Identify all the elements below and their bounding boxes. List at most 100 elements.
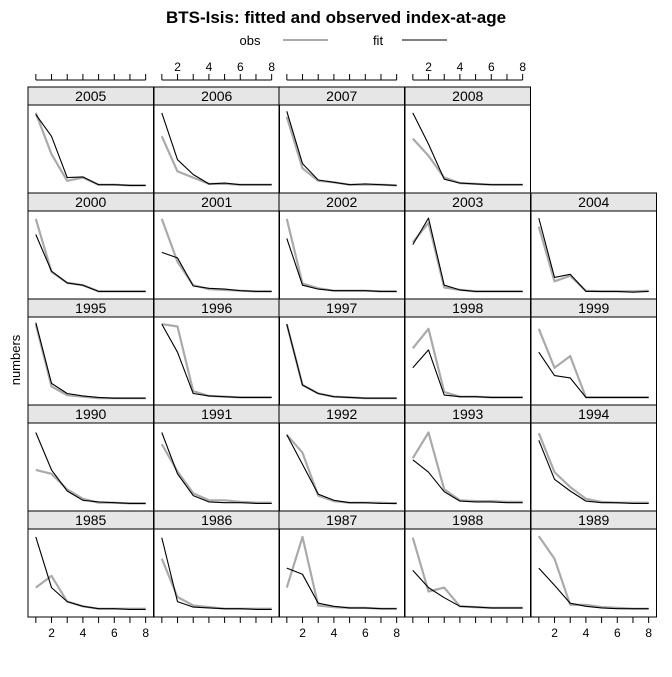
x-axis: 2 4 6 8 (35, 616, 149, 640)
panel-year-label: 2006 (201, 88, 232, 104)
series-obs-line (285, 434, 397, 505)
panel-2007: 2007 (278, 86, 405, 194)
series-obs-line (411, 431, 523, 503)
panel-1987: 1987 (278, 510, 405, 618)
x-tick-label: 4 (206, 60, 213, 74)
x-tick-label: 8 (519, 60, 526, 74)
x-tick-label: 2 (299, 626, 306, 640)
x-axis (412, 616, 524, 623)
series-obs-line (537, 226, 649, 293)
series-obs-line (160, 443, 272, 504)
x-tick-label: 6 (237, 60, 244, 74)
panel-1985: 1985 (27, 510, 154, 618)
series-obs-line (161, 323, 272, 399)
x-tick-label: 4 (457, 60, 464, 74)
series-fit-line (286, 238, 397, 292)
panel-year-label: 2000 (75, 194, 106, 210)
series-fit-line (35, 322, 146, 399)
x-tick-label: 4 (80, 626, 87, 640)
panel-year-label: 1999 (578, 300, 609, 316)
panel-1994: 1994 (530, 404, 657, 512)
panel-year-label: 2003 (452, 194, 483, 210)
panel-year-label: 1989 (578, 512, 609, 528)
series-fit-line (35, 114, 146, 186)
panel-2001: 2001 (153, 192, 280, 300)
series-fit-line (286, 323, 397, 399)
panel-year-label: 1987 (326, 512, 357, 528)
panel-year-label: 1985 (75, 512, 106, 528)
panel-1990: 1990 (27, 404, 154, 512)
panel-year-label: 2007 (326, 88, 357, 104)
x-axis: 2 4 6 8 (161, 60, 275, 81)
series-fit-line (412, 349, 523, 398)
panel-grid: 2005 2006 2007 2008 2000 2001 2002 2003 2004 1995… (27, 60, 657, 640)
series-obs-line (285, 218, 397, 293)
x-tick-label: 6 (614, 626, 621, 640)
x-tick-label: 2 (174, 60, 181, 74)
panel-year-label: 2001 (201, 194, 232, 210)
panel-year-label: 1994 (578, 406, 609, 422)
series-fit-line (286, 111, 397, 186)
panel-year-label: 1996 (201, 300, 232, 316)
panel-1997: 1997 (278, 298, 405, 406)
series-obs-line (160, 558, 272, 610)
panel-year-label: 1990 (75, 406, 106, 422)
chart-title: BTS-Isis: fitted and observed index-at-a… (166, 8, 506, 27)
x-tick-label: 8 (393, 626, 400, 640)
legend-fit-label: fit (373, 33, 384, 48)
series-fit-line (161, 112, 272, 186)
series-fit-line (161, 537, 272, 610)
series-obs-line (35, 468, 146, 505)
panel-1986: 1986 (153, 510, 280, 618)
panel-year-label: 1992 (326, 406, 357, 422)
x-tick-label: 6 (488, 60, 495, 74)
series-fit-line (161, 432, 272, 504)
series-obs-line (537, 328, 649, 399)
series-fit-line (35, 536, 146, 610)
panel-2008: 2008 (404, 86, 531, 194)
series-fit-line (538, 351, 649, 398)
series-obs-line (285, 323, 397, 400)
panel-year-label: 1993 (452, 406, 483, 422)
x-axis (161, 616, 273, 623)
panel-2005: 2005 (27, 86, 154, 194)
panel-2006: 2006 (153, 86, 280, 194)
panel-1991: 1991 (153, 404, 280, 512)
panel-year-label: 2005 (75, 88, 106, 104)
x-tick-label: 8 (142, 626, 149, 640)
series-fit-line (286, 434, 397, 504)
x-axis (286, 74, 398, 81)
panel-1996: 1996 (153, 298, 280, 406)
series-obs-line (285, 116, 397, 187)
x-tick-label: 2 (48, 626, 55, 640)
panel-year-label: 1995 (75, 300, 106, 316)
x-tick-label: 6 (111, 626, 118, 640)
panel-2003: 2003 (404, 192, 531, 300)
x-tick-label: 2 (425, 60, 432, 74)
series-obs-line (537, 535, 649, 610)
panel-1993: 1993 (404, 404, 531, 512)
series-fit-line (538, 217, 649, 293)
series-fit-line (35, 234, 146, 292)
panel-year-label: 1988 (452, 512, 483, 528)
x-tick-label: 8 (268, 60, 275, 74)
panel-2004: 2004 (530, 192, 657, 300)
panel-year-label: 1997 (326, 300, 357, 316)
series-obs-line (411, 537, 523, 610)
x-tick-label: 2 (551, 626, 558, 640)
x-axis: 2 4 6 8 (538, 616, 652, 640)
legend-obs-label: obs (240, 33, 261, 48)
x-tick-label: 6 (362, 626, 369, 640)
panel-year-label: 1998 (452, 300, 483, 316)
x-axis (35, 74, 147, 81)
y-axis-label: numbers (8, 334, 23, 385)
series-obs-line (34, 112, 146, 187)
x-tick-label: 8 (645, 626, 652, 640)
series-fit-line (538, 440, 649, 504)
series-obs-line (160, 218, 272, 293)
x-axis: 2 4 6 8 (412, 60, 526, 81)
panel-1988: 1988 (404, 510, 531, 618)
series-fit-line (538, 567, 649, 610)
panel-year-label: 2008 (452, 88, 483, 104)
series-fit-line (286, 567, 397, 610)
